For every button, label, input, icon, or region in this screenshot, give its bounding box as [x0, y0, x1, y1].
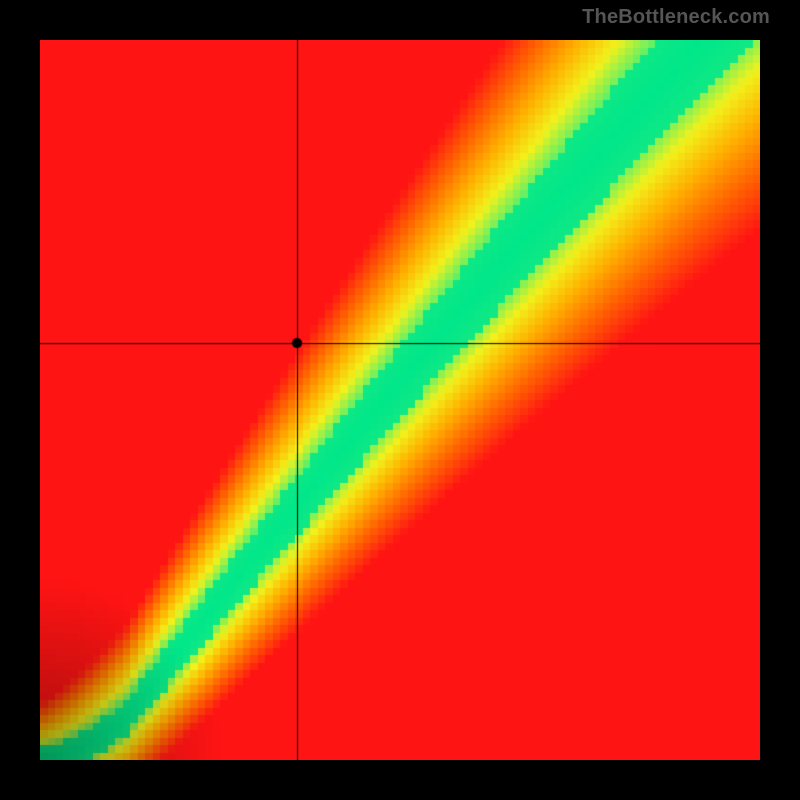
bottleneck-heatmap	[40, 40, 760, 760]
screenshot-root: TheBottleneck.com	[0, 0, 800, 800]
watermark-text: TheBottleneck.com	[582, 6, 770, 29]
